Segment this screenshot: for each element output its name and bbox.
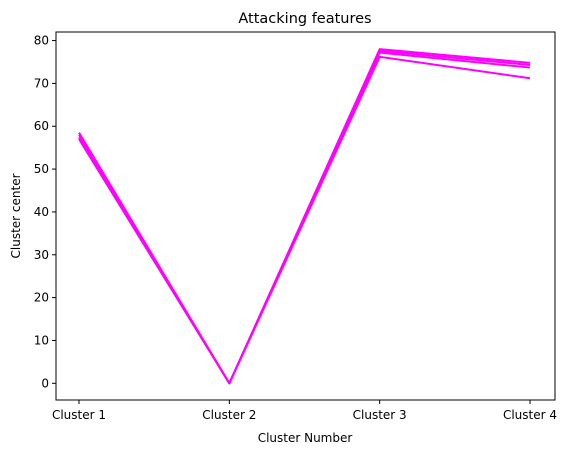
plot-frame: [55, 31, 556, 401]
x-tick-label-2: Cluster 2: [202, 408, 256, 422]
plot-area: 0 10 20 30 40 50 60 70 80 Cluster 1 Cluster 2 Clust…: [34, 31, 557, 422]
y-tick-label-70: 70: [34, 76, 49, 90]
chart-title: Attacking features: [238, 11, 371, 27]
y-tick-label-60: 60: [34, 119, 49, 133]
series-line-4: [78, 55, 531, 385]
y-axis-title: Cluster center: [9, 173, 23, 258]
y-tick-label-80: 80: [34, 34, 49, 48]
x-axis-title: Cluster Number: [258, 431, 353, 445]
x-tick-label-1: Cluster 1: [52, 408, 106, 422]
y-tick-label-40: 40: [34, 205, 49, 219]
y-tick-label-50: 50: [34, 162, 49, 176]
x-tick-label-3: Cluster 3: [353, 408, 407, 422]
y-tick-label-20: 20: [34, 291, 49, 305]
y-tick-label-10: 10: [34, 333, 49, 347]
y-tick-label-30: 30: [34, 248, 49, 262]
x-tick-label-4: Cluster 4: [503, 408, 557, 422]
y-tick-label-0: 0: [41, 376, 49, 390]
